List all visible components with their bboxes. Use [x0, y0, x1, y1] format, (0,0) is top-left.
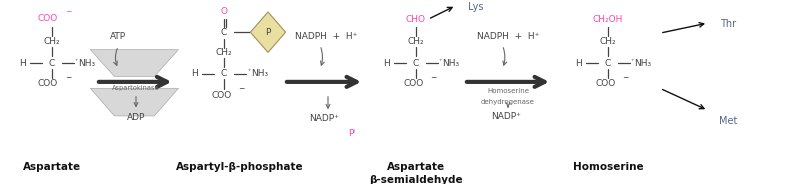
Text: C: C — [605, 59, 611, 68]
Text: −: − — [622, 73, 629, 82]
Text: NADP⁺: NADP⁺ — [490, 112, 521, 121]
Text: −: − — [238, 84, 245, 93]
Text: dehydrogenase: dehydrogenase — [481, 99, 535, 105]
Text: NH₃: NH₃ — [251, 70, 269, 78]
Text: H: H — [19, 59, 26, 68]
Text: ⁺: ⁺ — [247, 69, 250, 74]
Polygon shape — [250, 12, 286, 52]
Text: CH₂OH: CH₂OH — [593, 15, 623, 24]
Text: COO: COO — [403, 79, 424, 88]
Polygon shape — [90, 50, 178, 76]
Text: CH₂: CH₂ — [408, 37, 424, 46]
Text: Lys: Lys — [468, 2, 484, 12]
Text: ⁺: ⁺ — [630, 59, 634, 64]
Text: ⁺: ⁺ — [74, 59, 78, 64]
Text: Met: Met — [719, 116, 737, 126]
Text: H: H — [383, 59, 390, 68]
Text: ADP: ADP — [127, 113, 145, 122]
Text: COO: COO — [211, 91, 232, 100]
Text: −: − — [430, 73, 437, 82]
Text: CH₂: CH₂ — [600, 37, 616, 46]
Text: ATP: ATP — [110, 32, 126, 41]
Text: C: C — [49, 59, 55, 68]
Text: COO: COO — [595, 79, 616, 88]
Polygon shape — [90, 88, 178, 116]
Text: NH₃: NH₃ — [442, 59, 459, 68]
Text: Homoserine: Homoserine — [573, 162, 643, 172]
Text: Pᴵ: Pᴵ — [349, 129, 355, 138]
Text: CH₂: CH₂ — [216, 48, 232, 57]
Text: NADPH  +  H⁺: NADPH + H⁺ — [477, 32, 539, 41]
Text: COO: COO — [38, 14, 58, 23]
Text: NADP⁺: NADP⁺ — [309, 114, 339, 123]
Text: COO: COO — [38, 79, 58, 88]
Text: C: C — [221, 28, 227, 37]
Text: NADPH  +  H⁺: NADPH + H⁺ — [295, 32, 358, 41]
Text: P: P — [266, 28, 270, 37]
Text: H: H — [191, 70, 198, 78]
Text: NH₃: NH₃ — [634, 59, 651, 68]
Text: H: H — [575, 59, 582, 68]
Text: ⁺: ⁺ — [438, 59, 442, 64]
Text: Aspartate: Aspartate — [387, 162, 445, 172]
Text: Aspartokinase: Aspartokinase — [112, 85, 160, 91]
Text: −: − — [65, 8, 71, 16]
Text: CHO: CHO — [406, 15, 426, 24]
Text: Aspartyl-β-phosphate: Aspartyl-β-phosphate — [176, 162, 304, 172]
Text: C: C — [413, 59, 419, 68]
Text: −: − — [65, 73, 71, 82]
Text: Aspartate: Aspartate — [23, 162, 81, 172]
Text: O: O — [221, 8, 227, 16]
Text: CH₂: CH₂ — [44, 37, 60, 46]
Text: Homoserine: Homoserine — [487, 88, 529, 94]
Text: β-semialdehyde: β-semialdehyde — [369, 175, 463, 184]
Text: Thr: Thr — [720, 19, 736, 29]
Text: NH₃: NH₃ — [78, 59, 95, 68]
Text: C: C — [221, 70, 227, 78]
